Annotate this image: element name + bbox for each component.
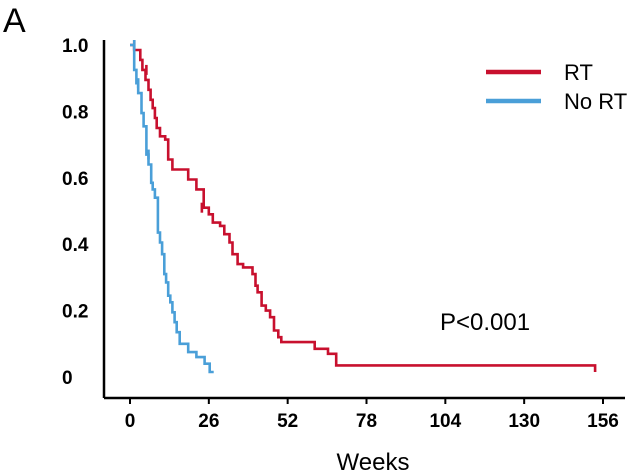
series-line-no-rt	[130, 43, 214, 374]
y-tick-label-0-4: 0.4	[62, 235, 89, 256]
y-tick-labels: 0 0.2 0.4 0.6 0.8 1.0	[62, 36, 89, 389]
panel-label: A	[3, 2, 26, 40]
x-axis-label: Weeks	[337, 449, 410, 474]
y-tick-label-0-6: 0.6	[62, 169, 88, 190]
legend-label-rt: RT	[564, 60, 593, 85]
y-tick-label-0-8: 0.8	[62, 102, 88, 123]
x-tick-label-52: 52	[277, 411, 298, 432]
axes	[102, 40, 625, 400]
x-tick-label-26: 26	[198, 411, 219, 432]
series-line-rt	[130, 43, 597, 372]
y-tick-label-0: 0	[62, 368, 73, 389]
series-group	[130, 40, 597, 374]
y-tick-label-1-0: 1.0	[62, 36, 88, 57]
x-tick-label-78: 78	[356, 411, 377, 432]
x-tick-label-130: 130	[508, 411, 540, 432]
x-tick-labels: 0 26 52 78 104 130 156	[125, 398, 619, 432]
p-value-annotation: P<0.001	[440, 309, 530, 336]
legend-label-no-rt: No RT	[564, 89, 627, 114]
x-tick-label-156: 156	[587, 411, 619, 432]
legend: RT No RT	[486, 60, 627, 114]
y-tick-label-0-2: 0.2	[62, 302, 88, 323]
x-tick-label-0: 0	[125, 411, 136, 432]
x-tick-label-104: 104	[429, 411, 461, 432]
